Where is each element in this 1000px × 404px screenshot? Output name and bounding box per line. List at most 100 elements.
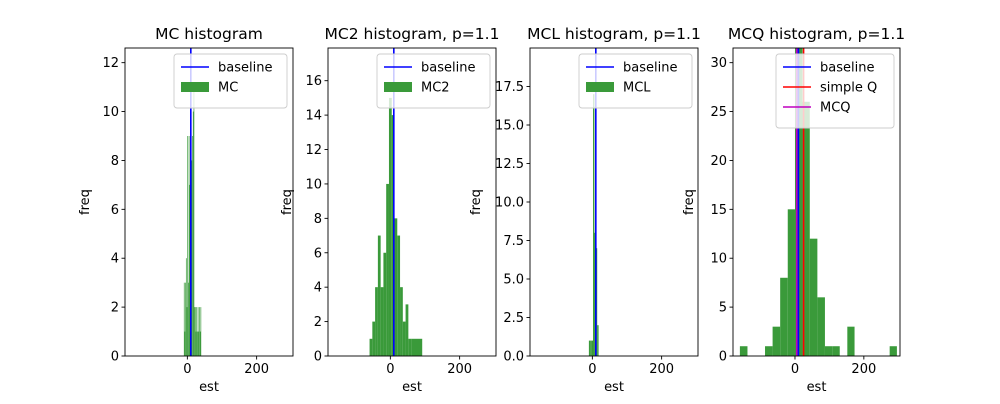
y-axis-label: freq <box>78 189 93 215</box>
hist-bar <box>787 209 795 356</box>
y-tick-label: 4 <box>111 252 119 267</box>
chart-title: MCL histogram, p=1.1 <box>527 25 701 43</box>
hist-bar <box>184 331 186 356</box>
hist-bar <box>198 331 200 356</box>
hist-bar <box>372 321 376 356</box>
hist-bar <box>588 340 591 356</box>
hist-bar <box>411 338 423 356</box>
hist-bar <box>597 325 599 356</box>
y-tick-label: 7.5 <box>503 234 524 249</box>
legend-swatch-patch <box>384 82 412 92</box>
axes-frame <box>732 47 901 357</box>
legend-label: baseline <box>218 61 272 76</box>
hist-bar <box>192 111 194 356</box>
hist-bar <box>780 277 788 356</box>
hist-bar <box>889 346 897 356</box>
hist-bar <box>405 304 409 356</box>
y-tick-label: 14 <box>305 109 322 124</box>
y-tick-label: 2 <box>111 301 119 316</box>
hist-bar <box>380 287 384 356</box>
y-axis-label: freq <box>469 189 484 215</box>
legend-box <box>775 53 895 129</box>
y-tick-label: 12.5 <box>495 157 524 172</box>
legend-swatch-patch <box>586 82 614 92</box>
legend-label: baseline <box>623 61 677 76</box>
y-axis-label: freq <box>280 189 295 215</box>
hist-bar <box>408 338 412 356</box>
x-tick-label: 200 <box>851 362 876 377</box>
hist-bar <box>199 331 201 356</box>
hist-bar <box>192 136 193 356</box>
legend: baseline MCL <box>578 53 693 109</box>
y-tick-label: 8 <box>111 154 119 169</box>
y-tick-label: 0 <box>719 350 727 365</box>
y-tick-label: 2 <box>314 315 322 330</box>
y-tick-label: 0.0 <box>503 350 524 365</box>
axes-frame <box>124 47 294 357</box>
y-tick-label: 4 <box>314 281 322 296</box>
hist-bar <box>832 346 840 356</box>
y-tick-label: 17.5 <box>495 80 524 95</box>
hist-bar <box>194 307 196 356</box>
legend: baseline MC2 <box>376 53 491 109</box>
panel-2: 0 200 0 2 4 6 8 10 12 14 16 MC2 histogram, p=1.1 est… <box>280 25 499 395</box>
hist-bar <box>593 94 595 356</box>
hist-bar <box>188 282 189 356</box>
y-tick-label: 8 <box>314 212 322 227</box>
hist-bar <box>187 136 189 356</box>
hist-bar <box>802 101 810 356</box>
y-tick-label: 6 <box>314 246 322 261</box>
y-tick-label: 15.0 <box>495 119 524 134</box>
hist-bar <box>199 307 200 356</box>
chart-title: MCQ histogram, p=1.1 <box>728 25 905 43</box>
y-tick-label: 12 <box>102 56 119 71</box>
y-tick-label: 5.0 <box>503 273 524 288</box>
hist-bar <box>197 307 199 356</box>
hist-bar <box>369 338 373 356</box>
hist-bar <box>191 160 193 356</box>
hist-bar <box>200 307 202 356</box>
hist-bar <box>197 331 198 356</box>
hist-bar <box>388 97 392 356</box>
y-tick-label: 10 <box>710 252 727 267</box>
x-tick-label: 0 <box>386 362 394 377</box>
legend-label: baseline <box>820 61 874 76</box>
hist-bar <box>383 252 387 356</box>
x-axis-label: est <box>402 380 422 395</box>
chart-title: MC histogram <box>155 25 263 43</box>
hist-bar <box>188 136 190 356</box>
y-tick-label: 6 <box>111 203 119 218</box>
y-tick-label: 15 <box>710 203 727 218</box>
hist-bar <box>590 340 592 356</box>
y-tick-label: 2.5 <box>503 311 524 326</box>
x-axis-label: est <box>199 380 219 395</box>
hist-bar <box>185 282 186 356</box>
x-axis-label: est <box>604 380 624 395</box>
hist-bar <box>196 307 198 356</box>
hist-bar <box>377 235 381 356</box>
hist-bar <box>194 307 195 356</box>
x-tick-label: 200 <box>447 362 472 377</box>
y-tick-label: 10 <box>305 177 322 192</box>
x-tick-label: 0 <box>183 362 191 377</box>
legend-swatch-patch <box>181 82 209 92</box>
y-tick-label: 20 <box>710 154 727 169</box>
panel-1: 0 200 0 2 4 6 8 10 12 MC histogram est freq baseline… <box>78 25 294 395</box>
hist-bar <box>195 331 197 356</box>
plot-area <box>739 48 897 356</box>
legend-label: simple Q <box>820 81 877 96</box>
hist-bar <box>824 346 833 356</box>
hist-bar <box>847 326 855 356</box>
x-tick-label: 200 <box>649 362 674 377</box>
legend: baseline simple Q MCQ <box>775 53 895 129</box>
legend-label: MCL <box>623 81 651 96</box>
axes-frame <box>327 47 497 357</box>
hist-bar <box>193 87 195 356</box>
hist-bar <box>386 183 389 356</box>
hist-bar <box>189 184 191 356</box>
legend-label: baseline <box>421 61 475 76</box>
hist-bar <box>765 346 773 356</box>
x-tick-label: 200 <box>244 362 269 377</box>
